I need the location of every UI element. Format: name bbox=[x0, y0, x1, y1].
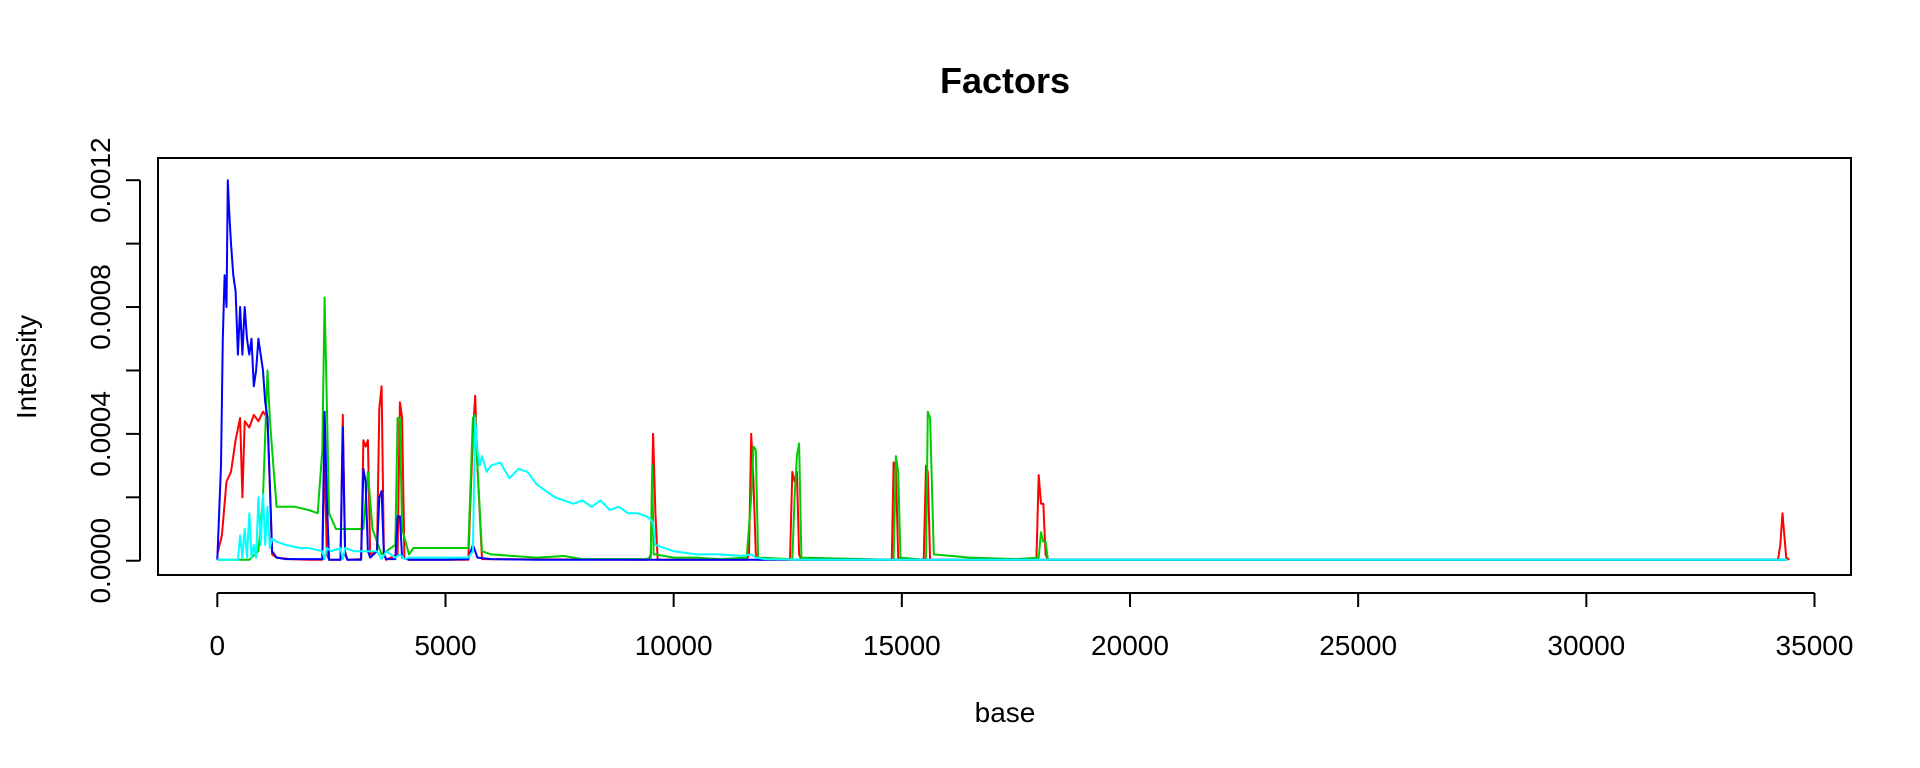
series-line-1 bbox=[216, 385, 1790, 561]
y-tick-label: 0.0000 bbox=[85, 518, 116, 604]
x-tick-label: 35000 bbox=[1776, 630, 1854, 661]
x-tick-label: 25000 bbox=[1319, 630, 1397, 661]
series-layer bbox=[216, 179, 1790, 561]
plot-frame bbox=[157, 157, 1852, 576]
series-line-3 bbox=[216, 179, 1788, 561]
y-tick-label: 0.0012 bbox=[85, 137, 116, 223]
x-tick-label: 0 bbox=[210, 630, 226, 661]
series-line-2 bbox=[217, 296, 1788, 561]
axis-layer: 0 5000 10000 15000 20000 25000 30000 35000 0.000… bbox=[85, 137, 1853, 661]
x-tick-label: 30000 bbox=[1547, 630, 1625, 661]
y-tick-label: 0.0004 bbox=[85, 391, 116, 477]
series-line-4 bbox=[217, 417, 1788, 561]
y-tick-label: 0.0008 bbox=[85, 264, 116, 350]
x-tick-label: 15000 bbox=[863, 630, 941, 661]
x-tick-label: 5000 bbox=[414, 630, 476, 661]
y-axis-label: Intensity bbox=[11, 315, 42, 419]
chart-title: Factors bbox=[940, 60, 1070, 101]
x-tick-label: 20000 bbox=[1091, 630, 1169, 661]
x-axis-label: base bbox=[975, 697, 1036, 728]
x-tick-label: 10000 bbox=[635, 630, 713, 661]
